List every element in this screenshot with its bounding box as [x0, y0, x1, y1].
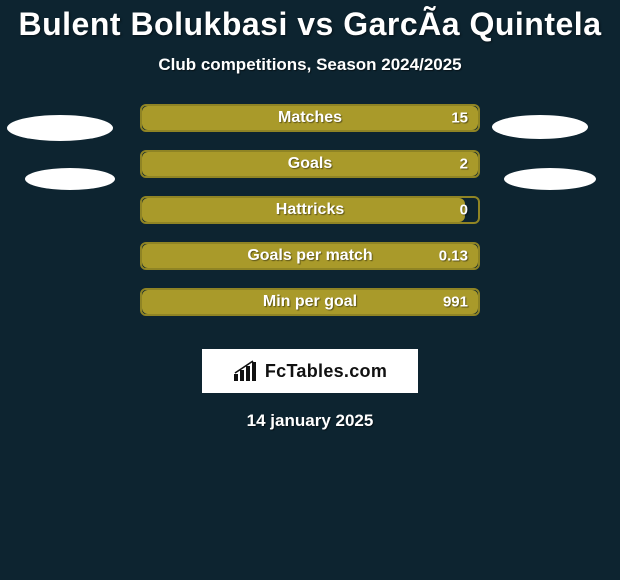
stat-row-goals-per-match: Goals per match 0.13 [0, 233, 620, 279]
stat-row-hattricks: Hattricks 0 [0, 187, 620, 233]
stat-row-matches: Matches 15 [0, 95, 620, 141]
comparison-chart: Matches 15 Goals 2 Hattricks 0 Goals per… [0, 95, 620, 431]
bar-track: Goals 2 [140, 150, 480, 178]
stat-row-goals: Goals 2 [0, 141, 620, 187]
brand-badge: FcTables.com [202, 349, 418, 393]
date-label: 14 january 2025 [0, 411, 620, 431]
bar-track: Min per goal 991 [140, 288, 480, 316]
bar-label: Goals per match [247, 247, 372, 265]
page-title: Bulent Bolukbasi vs GarcÃ­a Quintela [0, 0, 620, 43]
bar-value: 991 [443, 294, 468, 311]
bar-value: 2 [460, 156, 468, 173]
bar-label: Hattricks [276, 201, 344, 219]
bar-label: Min per goal [263, 293, 357, 311]
brand-bars-icon [233, 360, 259, 382]
bar-value: 15 [451, 110, 468, 127]
brand-text: FcTables.com [265, 361, 387, 382]
bar-track: Matches 15 [140, 104, 480, 132]
bar-track: Goals per match 0.13 [140, 242, 480, 270]
stat-row-min-per-goal: Min per goal 991 [0, 279, 620, 325]
subtitle: Club competitions, Season 2024/2025 [0, 55, 620, 75]
bar-value: 0.13 [439, 248, 468, 265]
bar-label: Goals [288, 155, 332, 173]
bar-label: Matches [278, 109, 342, 127]
bar-track: Hattricks 0 [140, 196, 480, 224]
bar-value: 0 [460, 202, 468, 219]
